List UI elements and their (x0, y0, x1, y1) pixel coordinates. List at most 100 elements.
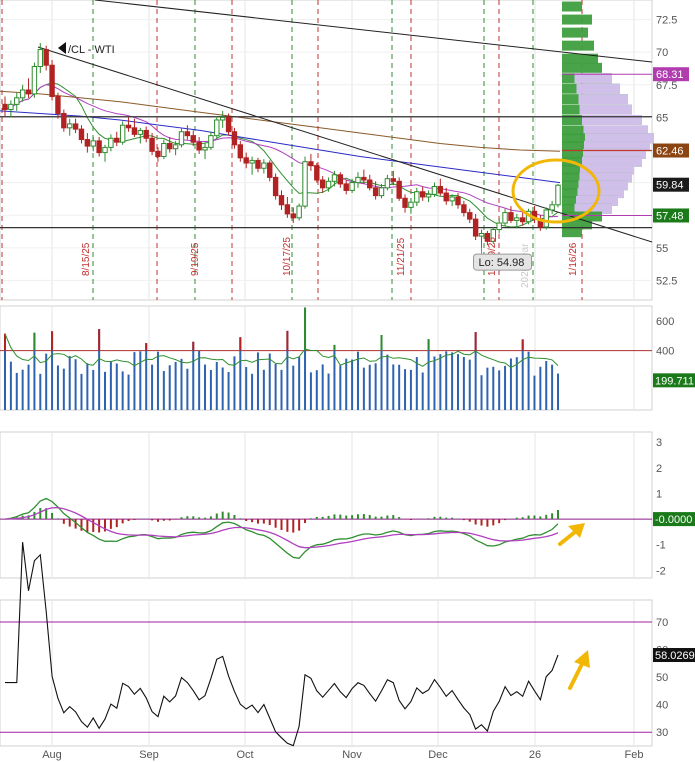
candle-body (349, 182, 355, 191)
candle-body (361, 176, 367, 181)
profile-value-area (584, 141, 650, 152)
profile-value-area (577, 188, 624, 199)
candle-body (119, 124, 126, 143)
arrow-head (568, 523, 585, 538)
candle-body (202, 146, 208, 151)
candle-body (131, 127, 138, 135)
profile-bar (562, 219, 592, 230)
moving-averages (0, 82, 561, 228)
candle-body (267, 162, 273, 178)
candle-body (549, 204, 555, 211)
event-date-label: 9/19/25 (190, 242, 201, 276)
price-tag-label: 57.48 (656, 210, 684, 222)
candle-body (196, 141, 202, 151)
ma-fast-line (4, 82, 559, 228)
x-tick-label: Oct (236, 749, 253, 761)
panel-frame (0, 305, 653, 411)
grid-lines (0, 0, 653, 747)
volume-tag-label: 199.711 (655, 375, 694, 387)
candle-body (214, 119, 220, 137)
price-tag (653, 67, 689, 82)
x-tick-label: Feb (625, 749, 644, 761)
symbol-marker-icon (58, 42, 66, 54)
candle-body (325, 180, 332, 189)
price-tag-label: 62.46 (656, 146, 684, 158)
profile-bar (562, 62, 602, 73)
candle-body (484, 232, 491, 242)
profile-value-area (576, 83, 620, 94)
volume-tag (653, 373, 695, 388)
candle-body (508, 212, 514, 221)
low-annotation-label: Lo: 54.98 (479, 257, 525, 269)
candle-body (472, 218, 479, 237)
candle-body (90, 140, 96, 147)
profile-value-area (578, 94, 628, 105)
candle-body (55, 96, 61, 114)
rsi-tick-label: 30 (656, 727, 668, 739)
price-tick-label: 52.5 (656, 275, 677, 287)
candle-body (249, 159, 255, 164)
macd-line (4, 497, 559, 559)
candle-body (337, 174, 344, 185)
candle-body (455, 196, 461, 206)
price-tag (653, 177, 689, 192)
candle-body (296, 205, 302, 219)
x-tick-label: Aug (42, 749, 62, 761)
candle-body (231, 131, 238, 146)
profile-value-area (578, 180, 628, 191)
event-date-label: 8/15/25 (81, 242, 92, 276)
macd-signal-line (4, 506, 559, 549)
candle-body (14, 97, 20, 105)
candle-body (502, 212, 508, 224)
price-tick-label: 70 (656, 47, 668, 59)
rsi-tick-label: 40 (656, 700, 668, 712)
macd-tick-label: 1 (656, 488, 662, 500)
profile-bar (562, 1, 582, 12)
macd-tick-label: 2 (656, 463, 662, 475)
candle-body (308, 161, 314, 167)
price-tick-label: 67.5 (656, 80, 677, 92)
profile-value-area (582, 156, 642, 167)
candle-body (114, 137, 120, 143)
price-tag-label: 59.84 (656, 180, 684, 192)
profile-value-area (585, 133, 654, 144)
rsi-tick-label: 70 (656, 617, 668, 629)
candle-body (184, 131, 191, 137)
candle-body (284, 204, 291, 215)
macd-tag (653, 512, 695, 527)
profile-bar (562, 53, 598, 64)
candle-body (390, 178, 396, 182)
profile-bar (562, 14, 592, 25)
symbol-label: /CL - WTI (68, 44, 115, 56)
candle-body (161, 142, 167, 158)
candle-body (496, 222, 502, 231)
macd-tick-label: -2 (656, 565, 666, 577)
event-date-label: 11/21/25 (396, 237, 407, 276)
profile-bar (562, 27, 588, 38)
ma-brown-line (0, 90, 561, 152)
candle-body (208, 135, 214, 148)
candle-body (8, 103, 14, 111)
candle-body (372, 187, 379, 197)
candle-body (261, 162, 267, 169)
candle-body (384, 178, 391, 189)
ma-blue-line (0, 110, 561, 184)
x-tick-label: Nov (342, 749, 362, 761)
volume-tick-label: 600 (656, 316, 674, 328)
candle-body (61, 112, 67, 129)
profile-value-area (582, 115, 642, 125)
candle-body (514, 217, 520, 221)
candle-body (555, 184, 561, 206)
candle-body (272, 176, 279, 197)
candles (2, 43, 561, 249)
candle-body (190, 135, 196, 143)
candle-body (461, 204, 467, 214)
candle-body (467, 212, 473, 220)
candle-body (243, 157, 249, 164)
profile-value-area (579, 172, 632, 183)
candle-body (49, 64, 55, 98)
candle-body (19, 89, 26, 99)
panel-frame (0, 431, 653, 579)
candle-body (437, 186, 444, 194)
